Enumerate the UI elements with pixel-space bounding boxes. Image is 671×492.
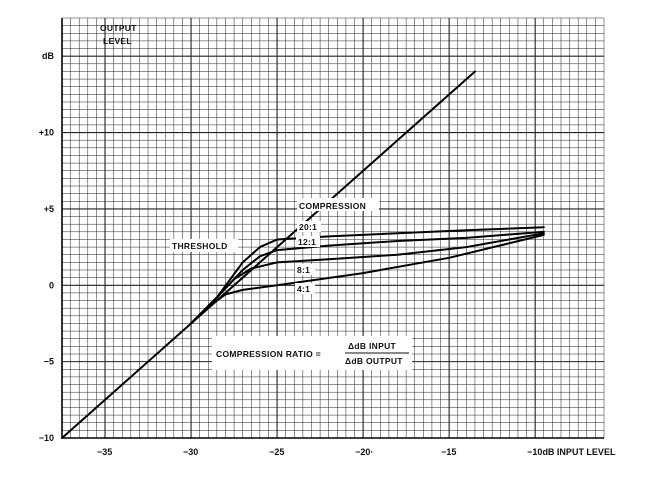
series-line-ratio: [190, 233, 545, 325]
x-tick-label: −30: [183, 447, 198, 457]
chart-axes: [61, 18, 604, 439]
chart-tick-labels: −35 −30 −25 −20· −15 −10dB INPUT LEVEL dB +10 +5…: [39, 51, 616, 457]
series-line-unity: [61, 70, 476, 439]
series-label-4-1: 4:1: [297, 284, 310, 294]
y-tick-label: +10: [39, 128, 54, 138]
series-line-ratio: [190, 232, 545, 325]
compression-label: COMPRESSION: [299, 201, 366, 211]
y-tick-label: −10: [39, 433, 54, 443]
ratio-formula-lhs: COMPRESSION RATIO =: [216, 349, 321, 359]
series-line-ratio: [190, 226, 545, 325]
x-tick-label: −35: [97, 447, 112, 457]
threshold-label: THRESHOLD: [172, 241, 228, 251]
series-label-12-1: 12:1: [298, 237, 316, 247]
chart-series: [61, 70, 545, 439]
series-label-8-1: 8:1: [297, 265, 310, 275]
ratio-formula-numerator: ΔdB INPUT: [348, 341, 397, 351]
x-tick-label: −20·: [355, 447, 373, 457]
ratio-formula-denominator: ΔdB OUTPUT: [345, 356, 403, 366]
y-tick-label: dB: [42, 51, 54, 61]
chart-annotations: OUTPUT LEVEL COMPRESSION THRESHOLD 20:1 …: [100, 23, 412, 370]
y-tick-label: +5: [44, 204, 54, 214]
output-label-line-1: OUTPUT: [100, 23, 137, 33]
y-tick-label: 0: [49, 280, 54, 290]
y-tick-label: −5: [44, 357, 54, 367]
x-tick-label: −15: [441, 447, 456, 457]
output-label-line-2: LEVEL: [103, 36, 132, 46]
x-tick-label: −10dB INPUT LEVEL: [527, 447, 616, 457]
x-tick-label: −25: [269, 447, 284, 457]
series-label-20-1: 20:1: [299, 222, 317, 232]
